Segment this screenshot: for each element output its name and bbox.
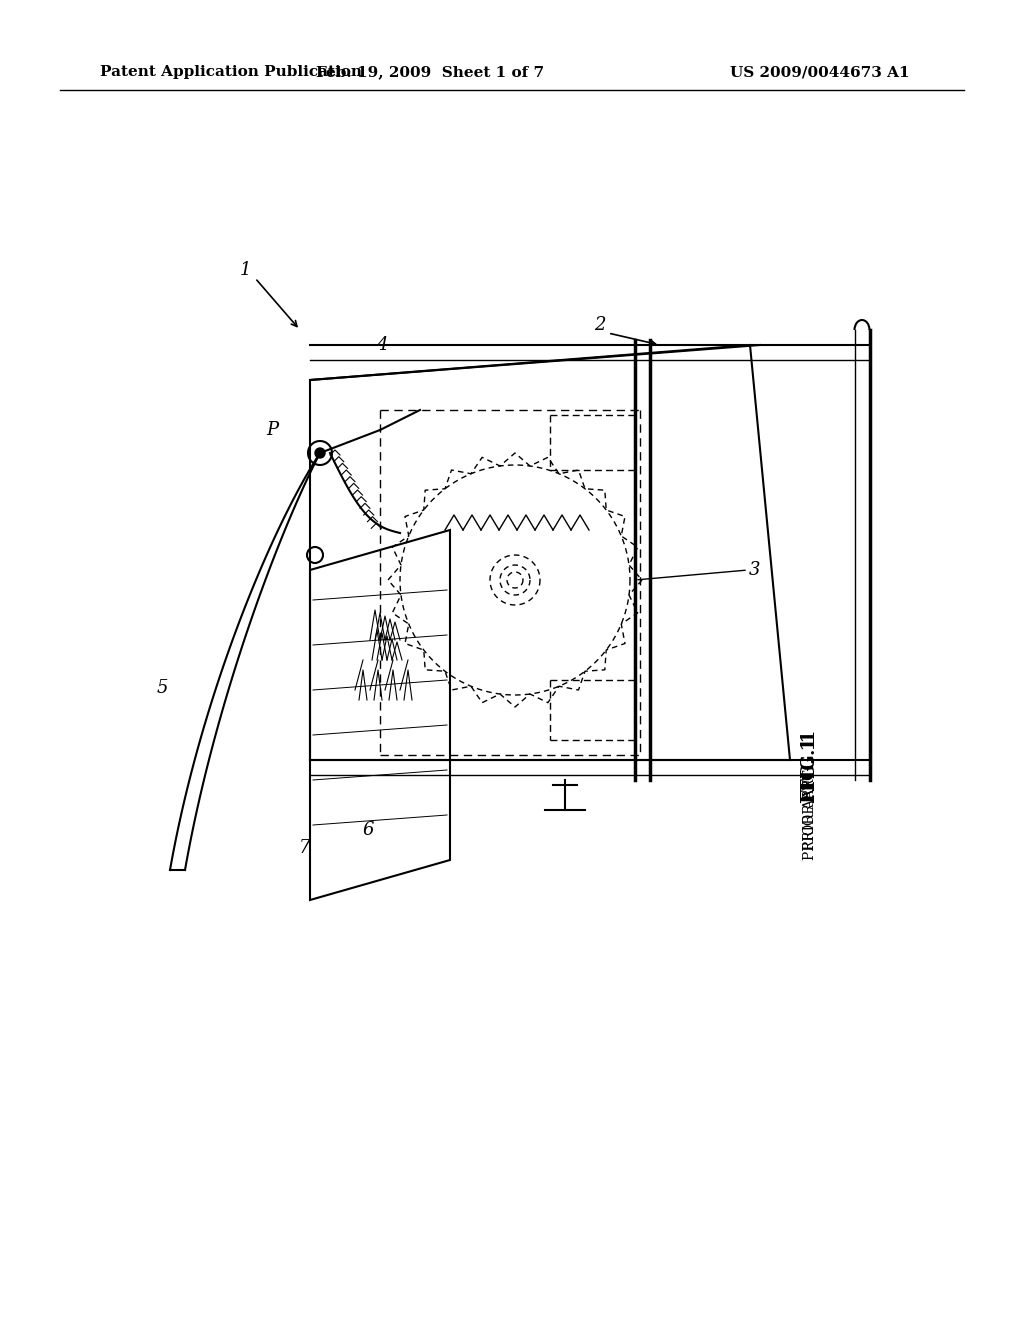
- Text: P: P: [266, 421, 279, 440]
- Text: US 2009/0044673 A1: US 2009/0044673 A1: [730, 65, 909, 79]
- Text: 3: 3: [750, 561, 761, 579]
- Text: FIG. 1: FIG. 1: [801, 730, 819, 791]
- Text: 7: 7: [299, 840, 310, 857]
- Text: 2: 2: [594, 315, 606, 334]
- Text: PRIOR ART: PRIOR ART: [803, 780, 817, 861]
- Text: 1: 1: [240, 261, 251, 279]
- Text: 6: 6: [362, 821, 374, 840]
- Text: Feb. 19, 2009  Sheet 1 of 7: Feb. 19, 2009 Sheet 1 of 7: [316, 65, 544, 79]
- Text: FIG. 1: FIG. 1: [801, 737, 819, 803]
- Circle shape: [315, 447, 325, 458]
- Text: 5: 5: [157, 678, 168, 697]
- Text: PRIOR ART: PRIOR ART: [803, 770, 817, 850]
- Text: Patent Application Publication: Patent Application Publication: [100, 65, 362, 79]
- Text: 4: 4: [376, 337, 388, 354]
